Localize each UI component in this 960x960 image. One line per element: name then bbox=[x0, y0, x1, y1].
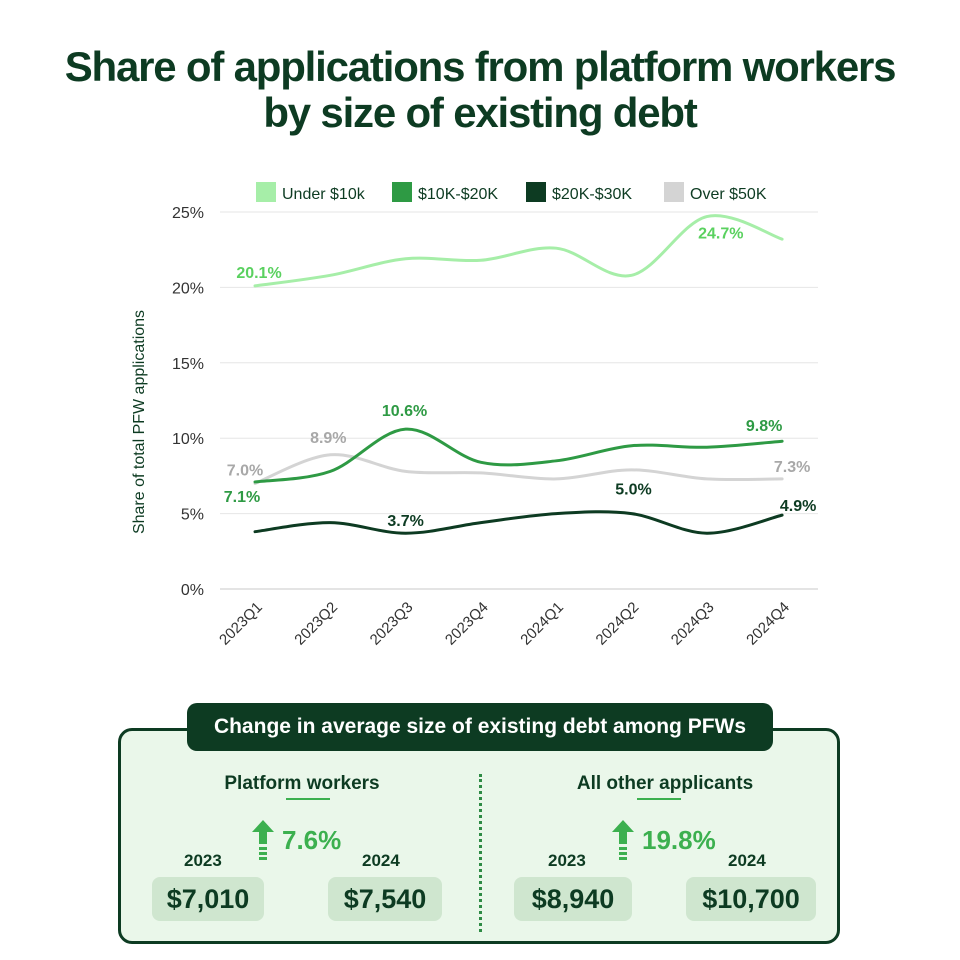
data-label: 9.8% bbox=[746, 418, 782, 435]
other-applicants-value-2024: $10,700 bbox=[686, 877, 816, 921]
y-axis-ticks: 0% 5% 10% 15% 20% 25% bbox=[172, 205, 204, 599]
x-axis-ticks: 2023Q1 2023Q2 2023Q3 2023Q4 2024Q1 2024Q2 2024… bbox=[216, 599, 793, 649]
other-applicants-year-2024: 2024 bbox=[728, 851, 766, 870]
legend-label: Over $50K bbox=[690, 186, 767, 203]
other-applicants-title-text: All other applicants bbox=[576, 773, 754, 794]
y-axis-label: Share of total PFW applications bbox=[131, 310, 148, 534]
platform-workers-underline bbox=[286, 798, 330, 800]
data-label: 7.1% bbox=[224, 489, 260, 506]
x-tick-label: 2024Q4 bbox=[743, 599, 793, 649]
platform-workers-title-text: Platform workers bbox=[224, 773, 380, 794]
platform-workers-change-value: 7.6% bbox=[282, 824, 342, 855]
up-arrow-icon bbox=[612, 820, 634, 860]
x-tick-label: 2023Q4 bbox=[442, 599, 492, 649]
chart-title-line-2: by size of existing debt bbox=[263, 89, 697, 136]
legend-swatch bbox=[392, 182, 412, 202]
series-line bbox=[253, 427, 784, 484]
line-chart: 0%5%10%15%20%25% 2023Q1 2023Q2 2023Q3 2023Q… bbox=[131, 182, 818, 649]
legend-item: $10K-$20K bbox=[392, 182, 498, 203]
y-tick-label: 15% bbox=[172, 356, 204, 373]
legend-item: Over $50K bbox=[664, 182, 767, 203]
data-label: 10.6% bbox=[382, 403, 427, 420]
y-tick-label: 20% bbox=[172, 280, 204, 297]
other-applicants-change-value: 19.8% bbox=[642, 824, 716, 855]
series-line bbox=[253, 510, 784, 535]
y-tick-label: 0% bbox=[181, 582, 204, 599]
other-applicants-change: 19.8% bbox=[612, 820, 716, 860]
data-label: 3.7% bbox=[387, 513, 423, 530]
gridlines bbox=[220, 211, 818, 590]
x-tick-label: 2023Q2 bbox=[291, 599, 341, 649]
x-tick-label: 2024Q1 bbox=[517, 599, 567, 649]
chart-title: Share of applications from platform work… bbox=[0, 44, 960, 136]
other-applicants-underline bbox=[637, 798, 681, 800]
platform-workers-value-2023: $7,010 bbox=[152, 877, 264, 921]
y-tick-label: 10% bbox=[172, 431, 204, 448]
y-tick-label: 5% bbox=[181, 507, 204, 524]
platform-workers-change: 7.6% bbox=[252, 820, 341, 860]
legend-label: $10K-$20K bbox=[418, 186, 498, 203]
legend-swatch bbox=[664, 182, 684, 202]
legend-swatch bbox=[526, 182, 546, 202]
data-label: 24.7% bbox=[698, 226, 743, 243]
other-applicants-value-2023: $8,940 bbox=[514, 877, 632, 921]
legend-item: $20K-$30K bbox=[526, 182, 632, 203]
data-label: 20.1% bbox=[236, 265, 281, 282]
chart-title-line-1: Share of applications from platform work… bbox=[64, 43, 897, 90]
data-labels: 20.1% 24.7% 7.1% 10.6% 9.8% 3.7% 5.0% 4.9% 7.0% 8… bbox=[224, 226, 817, 531]
data-label: 4.9% bbox=[780, 498, 816, 515]
other-applicants-title: All other applicants bbox=[555, 773, 775, 800]
legend-swatch bbox=[256, 182, 276, 202]
card-divider bbox=[479, 774, 482, 932]
data-label: 7.0% bbox=[227, 462, 263, 479]
series-line bbox=[253, 214, 784, 288]
data-label: 7.3% bbox=[774, 459, 810, 476]
x-tick-label: 2024Q3 bbox=[668, 599, 718, 649]
x-tick-label: 2024Q2 bbox=[593, 599, 643, 649]
series-line bbox=[253, 453, 784, 485]
y-tick-label: 25% bbox=[172, 205, 204, 222]
legend-label: Under $10k bbox=[282, 186, 366, 203]
platform-workers-year-2024: 2024 bbox=[362, 851, 400, 870]
legend-item: Under $10k bbox=[256, 182, 366, 203]
platform-workers-title: Platform workers bbox=[200, 773, 404, 800]
up-arrow-icon bbox=[252, 820, 274, 860]
legend: Under $10k $10K-$20K $20K-$30K Over $50K bbox=[256, 182, 767, 203]
data-label: 5.0% bbox=[615, 482, 651, 499]
x-tick-label: 2023Q1 bbox=[216, 599, 266, 649]
other-applicants-year-2023: 2023 bbox=[548, 851, 586, 870]
legend-label: $20K-$30K bbox=[552, 186, 632, 203]
x-tick-label: 2023Q3 bbox=[367, 599, 417, 649]
card-heading: Change in average size of existing debt … bbox=[187, 703, 773, 751]
series-lines bbox=[253, 214, 784, 535]
data-label: 8.9% bbox=[310, 430, 346, 447]
platform-workers-value-2024: $7,540 bbox=[328, 877, 442, 921]
platform-workers-year-2023: 2023 bbox=[184, 851, 222, 870]
